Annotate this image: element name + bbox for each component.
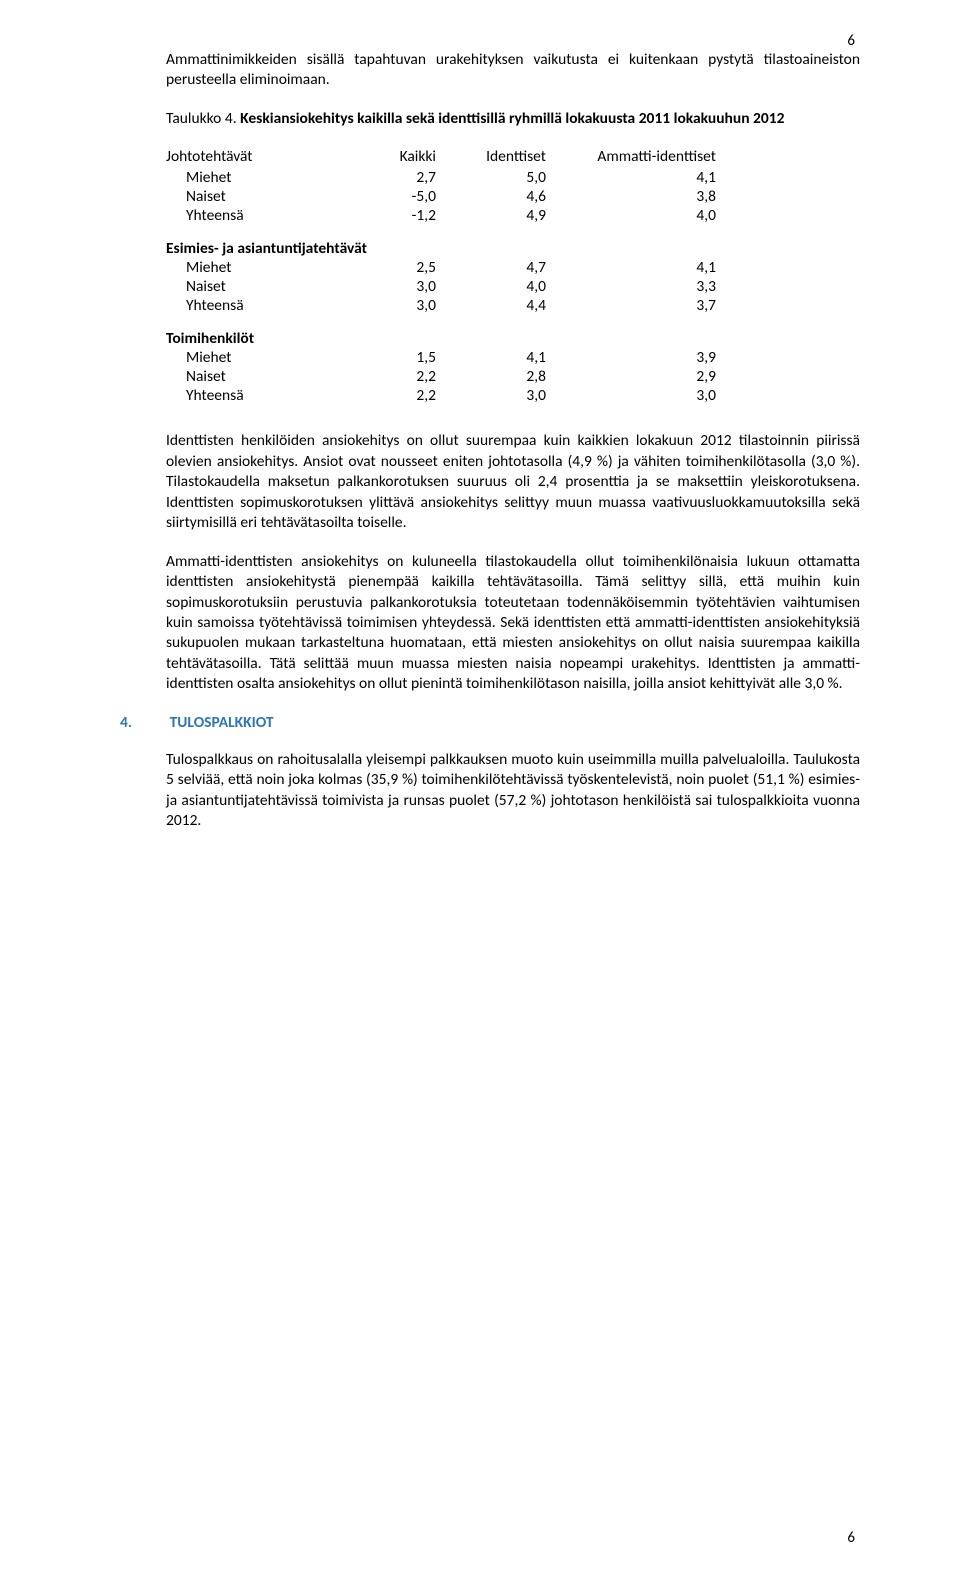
table4: Johtotehtävät Kaikki Identtiset Ammatti-…: [166, 147, 726, 405]
page: 6 Ammattinimikkeiden sisällä tapahtuvan …: [0, 0, 960, 1579]
section-title: TULOSPALKKIOT: [170, 713, 274, 732]
col-ammatti: Ammatti-identtiset: [556, 147, 726, 168]
section-4-heading: 4. TULOSPALKKIOT: [120, 713, 860, 732]
paragraph-3: Ammatti-identtisten ansiokehitys on kulu…: [166, 552, 860, 695]
table-row: Miehet 2,7 5,0 4,1: [166, 168, 726, 187]
table-group-header: Johtotehtävät: [166, 147, 366, 168]
table4-title: Keskiansiokehitys kaikilla sekä identtis…: [240, 109, 784, 128]
section-number: 4.: [120, 713, 166, 732]
table-row: Miehet 2,5 4,7 4,1: [166, 258, 726, 277]
content: Ammattinimikkeiden sisällä tapahtuvan ur…: [166, 50, 860, 832]
col-identtiset: Identtiset: [446, 147, 556, 168]
table-row: Yhteensä 3,0 4,4 3,7: [166, 296, 726, 315]
table-row: Naiset 3,0 4,0 3,3: [166, 277, 726, 296]
paragraph-4: Tulospalkkaus on rahoitusalalla yleisemp…: [166, 750, 860, 832]
page-number-bottom: 6: [847, 1529, 855, 1547]
table-row: Miehet 1,5 4,1 3,9: [166, 348, 726, 367]
table4-label: Taulukko 4.: [166, 109, 237, 128]
table-row: Naiset -5,0 4,6 3,8: [166, 187, 726, 206]
paragraph-2: Identtisten henkilöiden ansiokehitys on …: [166, 431, 860, 533]
page-number-top: 6: [847, 32, 855, 50]
table-header-row: Johtotehtävät Kaikki Identtiset Ammatti-…: [166, 147, 726, 168]
intro-paragraph: Ammattinimikkeiden sisällä tapahtuvan ur…: [166, 50, 860, 91]
table-row: Yhteensä 2,2 3,0 3,0: [166, 386, 726, 405]
table-row: Naiset 2,2 2,8 2,9: [166, 367, 726, 386]
table-group-header-row: Esimies- ja asiantuntijatehtävät: [166, 225, 726, 258]
col-kaikki: Kaikki: [366, 147, 446, 168]
table-group-header-row: Toimihenkilöt: [166, 315, 726, 348]
table4-caption: Taulukko 4. Keskiansiokehitys kaikilla s…: [166, 109, 860, 129]
table-row: Yhteensä -1,2 4,9 4,0: [166, 206, 726, 225]
